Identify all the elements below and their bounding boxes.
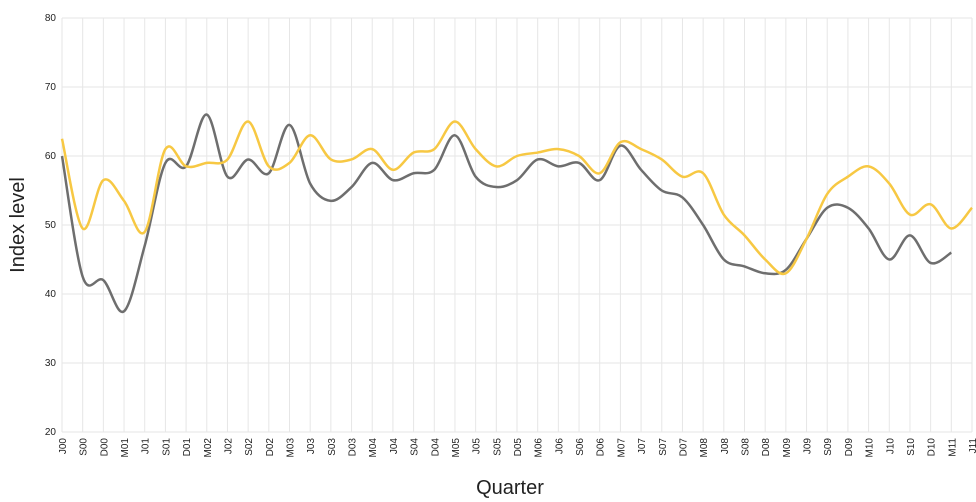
y-tick-label: 50 <box>45 220 57 231</box>
x-tick-label: S00 <box>79 438 90 456</box>
y-tick-label: 20 <box>45 427 57 438</box>
x-tick-label: S03 <box>327 438 338 456</box>
x-tick-label: S06 <box>575 438 586 456</box>
x-axis-label: Quarter <box>476 477 544 499</box>
x-tick-label: S01 <box>161 438 172 456</box>
x-tick-label: J03 <box>306 438 317 455</box>
y-tick-label: 70 <box>45 82 57 93</box>
x-tick-label: D09 <box>844 438 855 457</box>
x-tick-label: D05 <box>513 438 524 457</box>
x-tick-label: D01 <box>182 438 193 457</box>
x-tick-label: D08 <box>761 438 772 457</box>
x-tick-label: J11 <box>968 438 976 454</box>
x-tick-label: J02 <box>223 438 234 455</box>
x-tick-label: M01 <box>120 438 131 458</box>
x-tick-label: J06 <box>554 438 565 455</box>
x-tick-label: S04 <box>410 438 421 456</box>
x-tick-label: M03 <box>286 438 297 458</box>
x-tick-label: J07 <box>637 438 648 455</box>
x-tick-label: M04 <box>368 438 379 458</box>
x-tick-label: M05 <box>451 438 462 458</box>
x-tick-label: S07 <box>658 438 669 456</box>
x-tick-label: J05 <box>472 438 483 455</box>
x-tick-label: D10 <box>927 438 938 457</box>
series-line <box>60 120 973 276</box>
x-tick-label: S02 <box>244 438 255 456</box>
x-tick-label: J08 <box>720 438 731 455</box>
x-tick-label: S05 <box>492 438 503 456</box>
x-tick-label: S09 <box>823 438 834 456</box>
x-tick-label: D02 <box>265 438 276 457</box>
x-tick-label: D00 <box>99 438 110 457</box>
x-tick-label: M11 <box>947 438 958 457</box>
x-tick-label: J01 <box>141 438 152 455</box>
x-tick-label: D06 <box>596 438 607 457</box>
x-tick-label: M08 <box>699 438 710 458</box>
y-tick-label: 60 <box>45 151 57 162</box>
x-tick-label: M07 <box>616 438 627 458</box>
x-tick-label: S10 <box>906 438 917 456</box>
x-tick-label: D03 <box>348 438 359 457</box>
x-tick-label: M02 <box>203 438 214 458</box>
y-tick-label: 30 <box>45 358 57 369</box>
x-tick-label: J04 <box>389 438 400 455</box>
x-tick-label: S08 <box>741 438 752 456</box>
x-tick-label: J09 <box>803 438 814 455</box>
y-tick-label: 80 <box>45 13 57 24</box>
x-tick-label: M06 <box>534 438 545 458</box>
x-tick-label: D07 <box>678 438 689 457</box>
y-tick-label: 40 <box>45 289 57 300</box>
x-tick-label: J10 <box>885 438 896 455</box>
x-tick-label: D04 <box>430 438 441 457</box>
x-tick-label: M09 <box>782 438 793 458</box>
x-tick-label: J00 <box>58 438 69 455</box>
y-axis-label: Index level <box>7 177 29 273</box>
x-tick-label: M10 <box>865 438 876 458</box>
